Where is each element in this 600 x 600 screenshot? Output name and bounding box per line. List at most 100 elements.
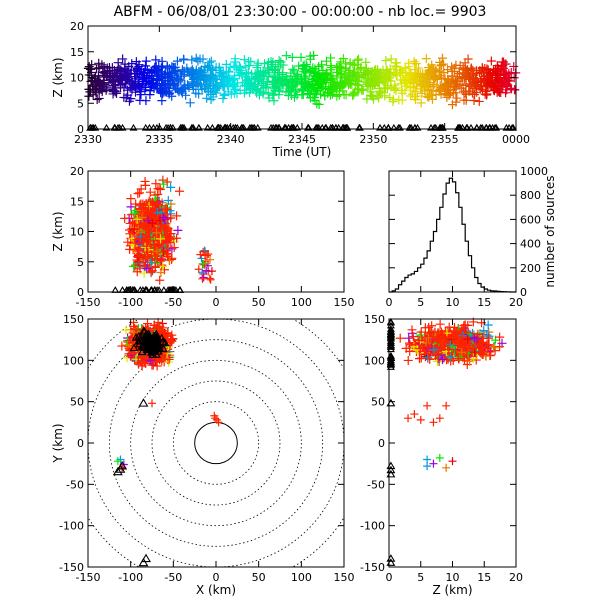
source-plus xyxy=(405,83,415,93)
source-plus xyxy=(153,200,163,210)
station-triangle xyxy=(153,347,163,355)
source-plus xyxy=(125,229,135,239)
station-triangle xyxy=(151,329,161,338)
source-plus xyxy=(198,274,207,283)
x-tick-label: 100 xyxy=(291,571,312,584)
source-plus xyxy=(314,99,324,109)
source-plus xyxy=(469,73,479,83)
source-plus xyxy=(228,82,238,92)
y-tick-label: 0 xyxy=(77,286,84,299)
station-triangle xyxy=(112,466,123,476)
source-plus xyxy=(274,56,284,66)
source-plus xyxy=(369,69,379,79)
source-plus xyxy=(288,64,298,74)
source-plus xyxy=(120,213,130,223)
source-plus xyxy=(252,86,262,96)
source-plus xyxy=(266,56,276,66)
station-triangle xyxy=(355,123,364,131)
x-tick-label: 50 xyxy=(252,296,266,309)
source-plus xyxy=(167,253,177,263)
source-plus xyxy=(125,83,135,93)
station-triangle xyxy=(86,123,95,131)
source-plus xyxy=(376,68,386,78)
station-triangle xyxy=(472,123,481,131)
station-triangle xyxy=(129,343,139,352)
source-plus xyxy=(463,54,473,64)
source-plus xyxy=(212,415,221,424)
source-plus xyxy=(448,332,458,342)
source-plus xyxy=(102,83,112,93)
source-plus xyxy=(428,332,438,342)
source-plus xyxy=(416,327,426,337)
source-plus xyxy=(152,361,162,371)
source-plus xyxy=(468,354,478,364)
source-plus xyxy=(129,208,139,218)
source-plus xyxy=(474,340,484,350)
source-plus xyxy=(305,54,315,64)
source-plus xyxy=(195,54,205,64)
source-plus xyxy=(287,52,297,62)
source-plus xyxy=(361,57,371,67)
source-plus xyxy=(141,56,151,66)
source-plus xyxy=(423,462,432,471)
station-triangle xyxy=(131,333,141,341)
station-triangle xyxy=(486,123,494,131)
y-tick-label: 20 xyxy=(70,20,84,33)
station-triangle xyxy=(410,123,419,131)
station-triangle xyxy=(189,123,198,131)
station-triangle xyxy=(229,123,238,131)
source-plus xyxy=(434,66,444,76)
source-plus xyxy=(206,81,216,91)
station-triangle xyxy=(436,123,445,131)
source-plus xyxy=(253,58,263,68)
source-plus xyxy=(136,90,146,100)
x-height-panel: -150 -100 -50 0 50 100 150 0 5 10 15 20 Z (km) xyxy=(51,165,355,309)
source-plus xyxy=(435,453,444,462)
y-tick-label: 5 xyxy=(77,256,84,269)
source-plus xyxy=(206,255,215,264)
station-triangle xyxy=(214,123,223,131)
source-plus xyxy=(420,323,430,333)
source-plus xyxy=(203,74,213,84)
source-plus xyxy=(395,68,405,78)
source-plus xyxy=(157,96,167,106)
y-axis-label: number of sources xyxy=(543,175,557,287)
source-plus xyxy=(493,63,503,73)
station-triangle xyxy=(237,123,246,131)
source-plus xyxy=(423,69,433,79)
station-triangle xyxy=(223,123,232,131)
source-plus xyxy=(461,80,471,90)
source-plus xyxy=(423,401,432,410)
station-triangle xyxy=(145,342,155,351)
source-plus xyxy=(310,69,320,79)
source-plus xyxy=(474,96,484,106)
source-plus xyxy=(289,92,299,102)
source-plus xyxy=(445,352,455,362)
source-plus xyxy=(124,76,134,86)
source-plus xyxy=(206,89,216,99)
x-tick-label: 5 xyxy=(417,296,424,309)
source-plus xyxy=(343,71,353,81)
source-plus xyxy=(120,63,130,73)
source-plus xyxy=(437,355,447,365)
source-plus xyxy=(156,88,166,98)
source-plus xyxy=(135,82,145,92)
source-plus xyxy=(359,69,369,79)
source-plus xyxy=(495,342,505,352)
source-plus xyxy=(179,55,189,65)
station-triangle xyxy=(129,123,138,131)
source-plus xyxy=(121,71,131,81)
station-triangle xyxy=(322,123,331,131)
source-plus xyxy=(415,344,425,354)
source-plus xyxy=(167,244,177,254)
source-plus xyxy=(225,74,235,84)
source-plus xyxy=(407,325,417,335)
source-plus xyxy=(403,355,413,365)
station-triangle xyxy=(384,123,393,131)
source-plus xyxy=(485,350,495,360)
source-plus xyxy=(116,73,126,83)
range-ring xyxy=(151,380,281,506)
y-tick-label: 150 xyxy=(364,313,385,326)
source-plus xyxy=(273,72,283,82)
source-plus xyxy=(302,82,312,92)
